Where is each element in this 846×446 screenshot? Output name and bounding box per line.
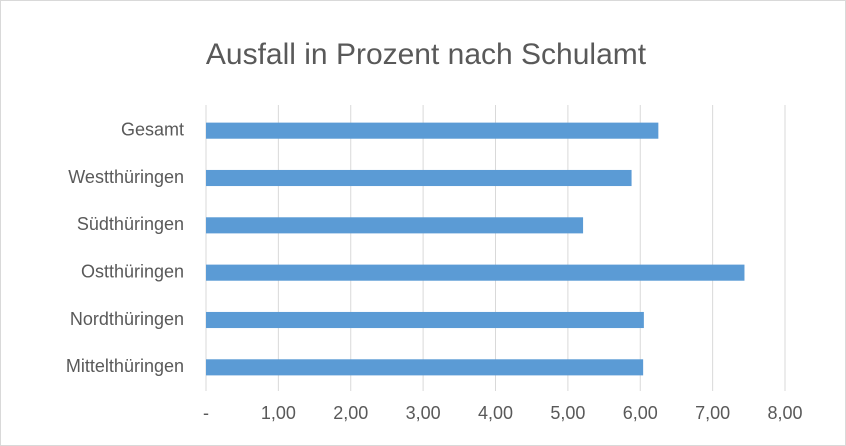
x-tick-label: 7,00 — [695, 403, 730, 423]
bar — [206, 217, 584, 234]
x-tick-label: - — [203, 403, 209, 423]
bar — [206, 122, 659, 139]
y-tick-label: Ostthüringen — [81, 261, 184, 281]
x-tick-label: 4,00 — [478, 403, 513, 423]
bar — [206, 264, 745, 281]
chart-title: Ausfall in Prozent nach Schulamt — [206, 38, 647, 71]
x-tick-label: 3,00 — [406, 403, 441, 423]
bar — [206, 169, 632, 187]
y-tick-label: Südthüringen — [77, 214, 184, 234]
y-tick-label: Gesamt — [121, 119, 184, 139]
y-tick-label: Westthüringen — [68, 167, 184, 187]
bar — [206, 359, 644, 376]
y-tick-label: Nordthüringen — [70, 309, 184, 329]
bar — [206, 311, 644, 329]
x-tick-label: 5,00 — [550, 403, 585, 423]
x-tick-label: 8,00 — [767, 403, 802, 423]
x-tick-label: 2,00 — [333, 403, 368, 423]
x-tick-label: 1,00 — [261, 403, 296, 423]
x-tick-label: 6,00 — [623, 403, 658, 423]
y-tick-label: Mittelthüringen — [66, 356, 184, 376]
